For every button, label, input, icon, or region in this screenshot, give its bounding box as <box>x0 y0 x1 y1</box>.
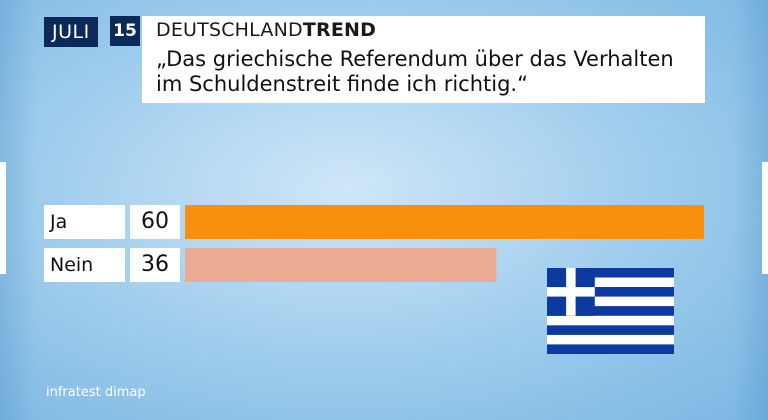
left-edge-shade <box>0 0 36 420</box>
question-line-2: im Schuldenstreit finde ich richtig.“ <box>156 72 528 96</box>
left-edge-tab <box>0 162 6 274</box>
row-value-nein: 36 <box>130 248 180 282</box>
survey-question: „Das griechische Referendum über das Ver… <box>156 47 696 97</box>
bar-nein <box>185 248 497 282</box>
bar-ja <box>185 205 704 239</box>
question-line-1: „Das griechische Referendum über das Ver… <box>156 47 674 71</box>
title-box: DEUTSCHLANDTREND „Das griechische Refere… <box>142 16 705 103</box>
row-value-ja: 60 <box>130 205 180 239</box>
month-badge: JULI <box>44 17 98 47</box>
year-badge: 15 <box>110 16 140 46</box>
brand-title: DEUTSCHLANDTREND <box>156 19 376 41</box>
brand-bold: TREND <box>302 19 377 41</box>
source-label: infratest dimap <box>46 385 146 400</box>
right-edge-tab <box>762 162 768 274</box>
brand-regular: DEUTSCHLAND <box>156 19 303 41</box>
row-label-ja: Ja <box>44 205 125 239</box>
row-label-nein: Nein <box>44 248 125 282</box>
greece-flag-icon <box>547 268 674 354</box>
